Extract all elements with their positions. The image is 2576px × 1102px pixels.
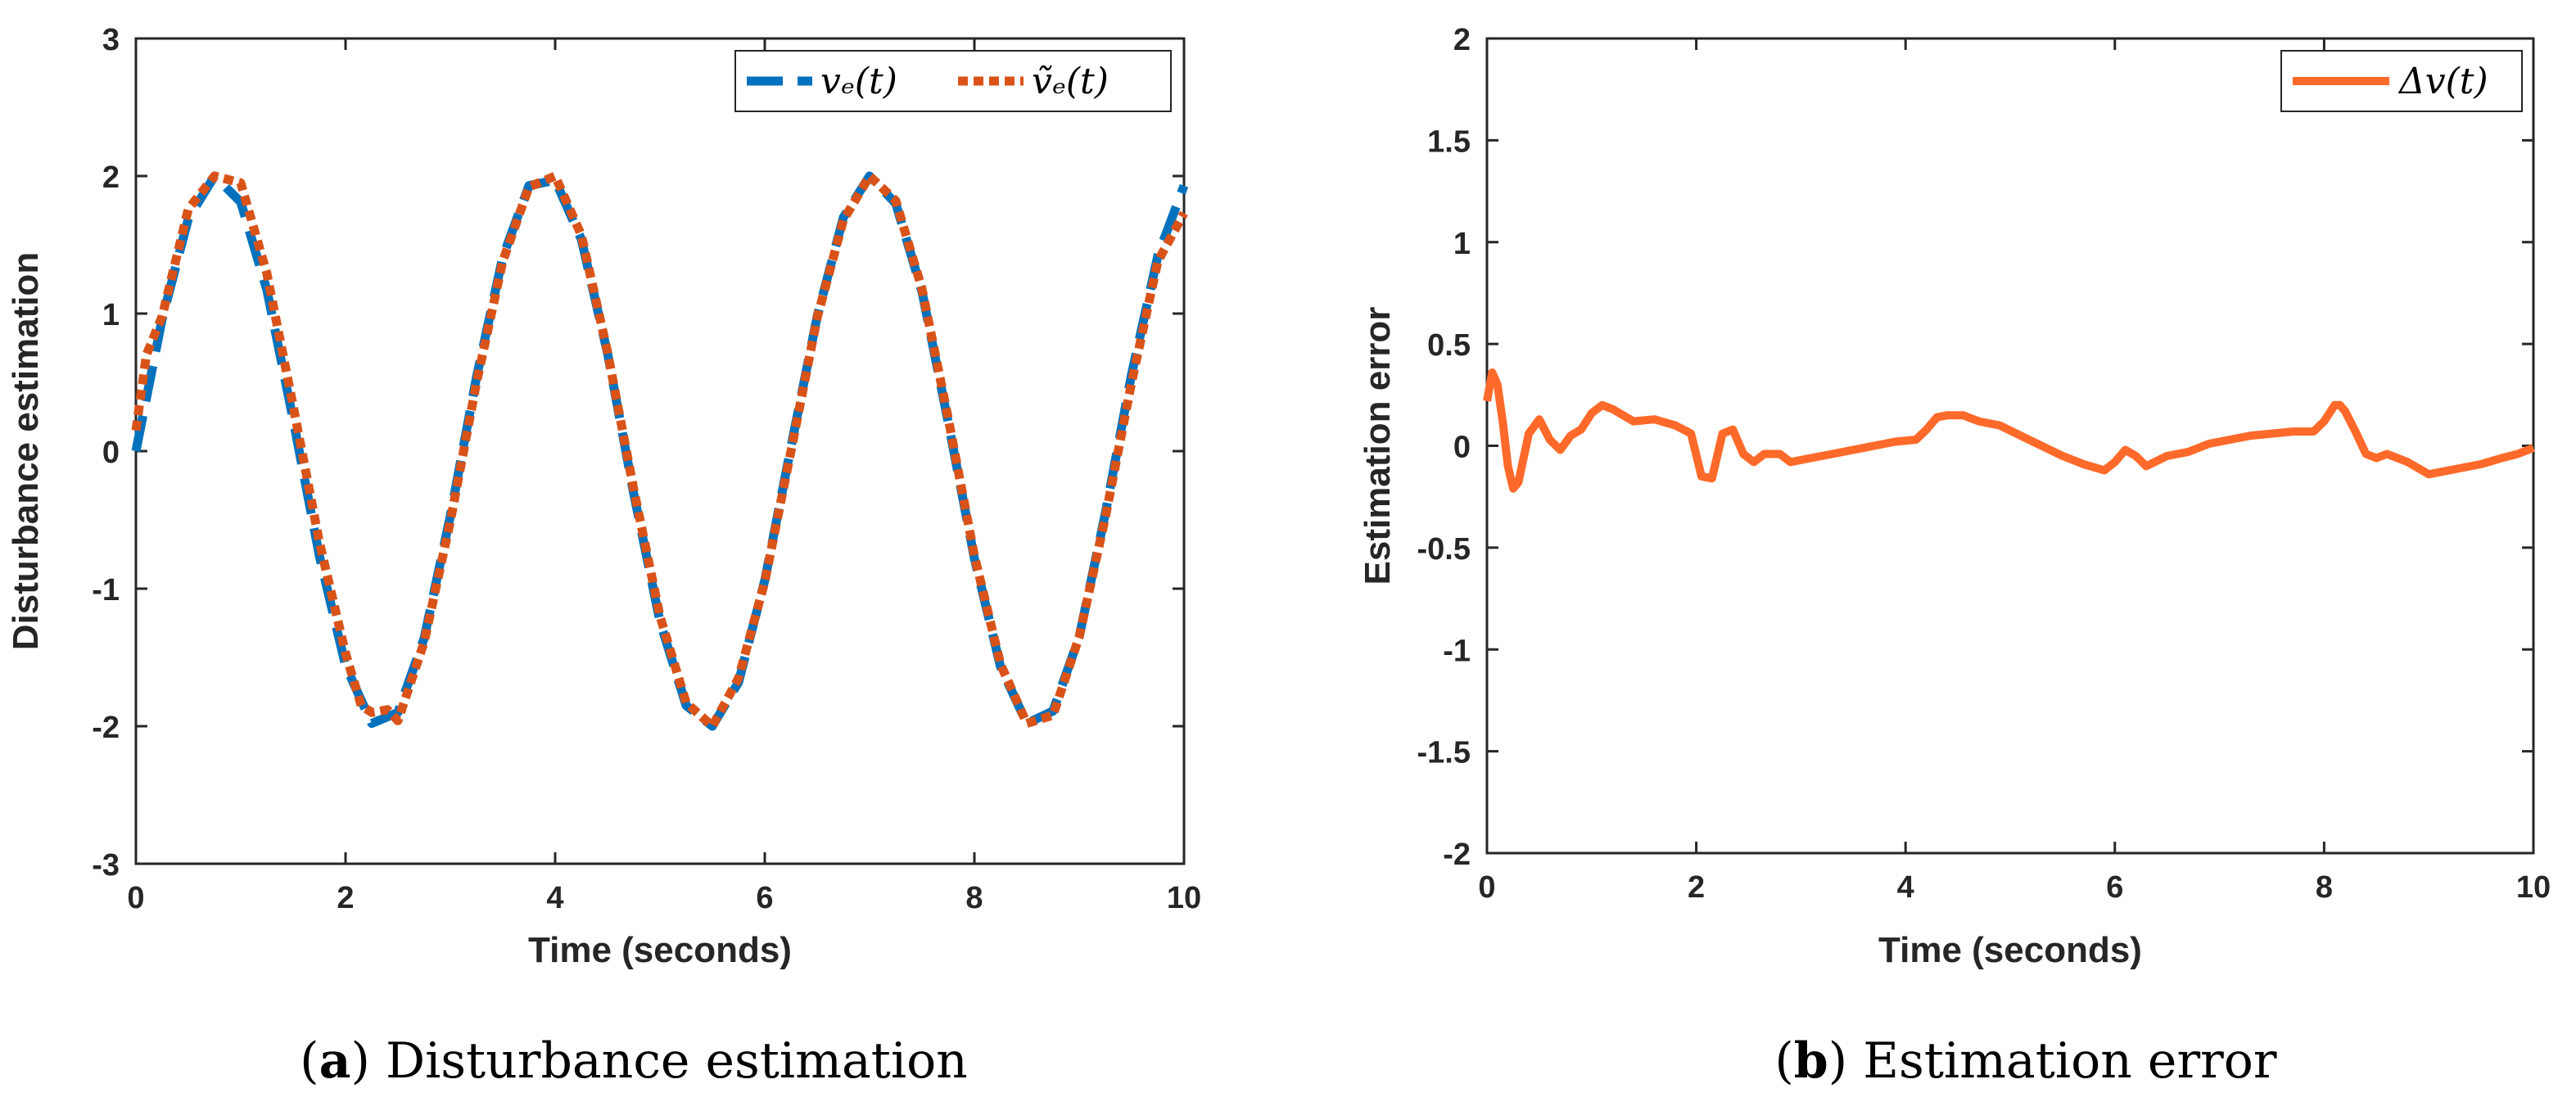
y-tick-label: 1 <box>1453 227 1471 261</box>
y-tick-label: -1.5 <box>1417 736 1471 770</box>
series-line-tilde-v-e-t- <box>131 171 1188 731</box>
x-axis-label: Time (seconds) <box>1878 930 2142 970</box>
x-tick-label: 2 <box>337 881 354 915</box>
caption-text: Estimation error <box>1863 1032 2277 1090</box>
axes-frame <box>1485 37 2535 855</box>
caption-b: (b) Estimation error <box>1774 1032 2277 1090</box>
y-tick-label: -0.5 <box>1417 532 1471 567</box>
y-tick-label: 2 <box>102 160 120 195</box>
x-tick-label: 10 <box>1167 881 1201 915</box>
tick-group: 0 2 4 6 8 10 2 1.5 1 0.5 0 -0.5 -1 -1.5 -2 <box>1417 23 2551 905</box>
caption-label: b <box>1794 1032 1828 1090</box>
legend: Δv(t) <box>2280 50 2523 112</box>
y-tick-label: 1.5 <box>1427 124 1471 159</box>
y-tick-label: -1 <box>1443 634 1471 668</box>
x-axis-label: Time (seconds) <box>528 930 792 970</box>
x-tick-label: 2 <box>1688 870 1705 905</box>
x-tick-label: 4 <box>1897 870 1914 905</box>
caption-text: Disturbance estimation <box>386 1032 968 1090</box>
series-group <box>131 171 1189 731</box>
legend-label-ve-tilde: ṽₑ(t) <box>1032 61 1109 102</box>
x-tick-label: 8 <box>965 881 983 915</box>
y-tick-label: 2 <box>1453 23 1471 57</box>
legend-label-ve: vₑ(t) <box>820 61 897 102</box>
y-tick-label: 0 <box>102 436 120 470</box>
y-tick-label: -2 <box>92 711 120 745</box>
series-line-delta-v-t- <box>1483 368 2535 493</box>
legend-box <box>2280 50 2523 112</box>
x-tick-label: 4 <box>546 881 563 915</box>
panel-b-estimation-error: 0 2 4 6 8 10 2 1.5 1 0.5 0 -0.5 -1 -1.5 -2 Time (secon… <box>1358 23 2551 1090</box>
y-tick-label: 3 <box>102 23 120 57</box>
caption-a: (a) Disturbance estimation <box>300 1032 968 1090</box>
x-tick-label: 8 <box>2316 870 2333 905</box>
x-tick-label: 0 <box>127 881 144 915</box>
y-axis-label: Disturbance estimation <box>6 252 46 651</box>
caption-label: a <box>319 1032 351 1090</box>
y-tick-label: -3 <box>92 848 120 883</box>
axes-frame <box>134 37 1186 865</box>
x-tick-label: 6 <box>2106 870 2123 905</box>
series-group <box>1483 368 2535 493</box>
x-tick-label: 6 <box>756 881 773 915</box>
legend-label-delta-v: Δv(t) <box>2397 61 2488 102</box>
x-tick-label: 10 <box>2516 870 2551 905</box>
y-tick-label: 1 <box>102 298 120 332</box>
legend: vₑ(t) ṽₑ(t) <box>734 50 1172 112</box>
x-tick-label: 0 <box>1478 870 1495 905</box>
y-tick-label: -1 <box>92 573 120 607</box>
y-tick-label: -2 <box>1443 838 1471 872</box>
y-axis-label: Estimation error <box>1358 307 1398 585</box>
y-tick-label: 0.5 <box>1427 328 1471 363</box>
y-tick-label: 0 <box>1453 431 1471 465</box>
